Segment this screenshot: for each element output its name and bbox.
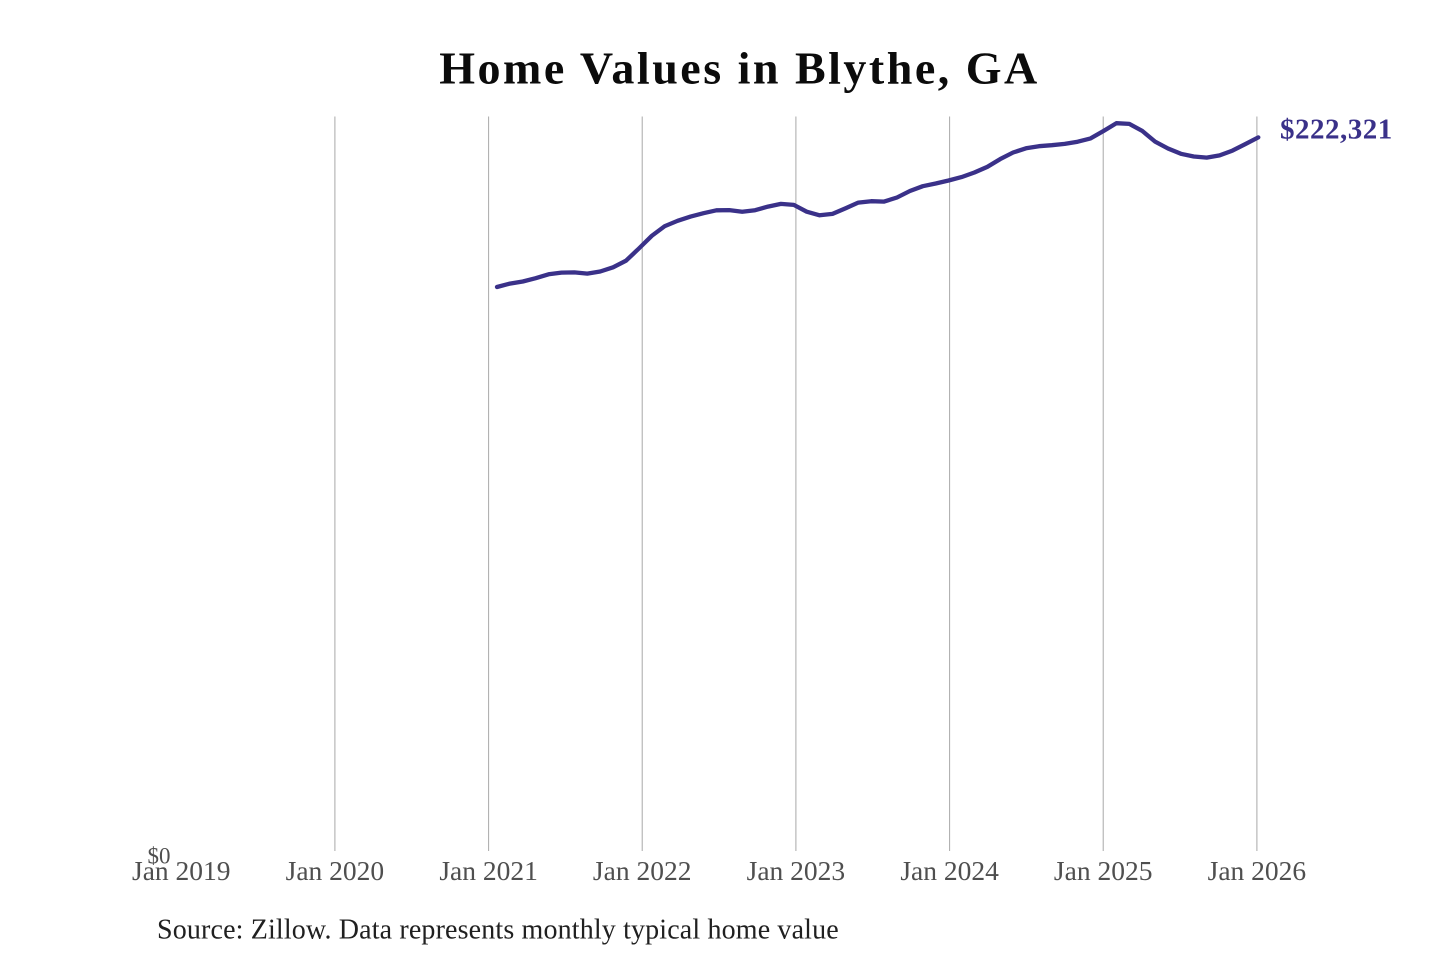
svg-text:$0: $0 (148, 844, 171, 869)
svg-text:Jan 2023: Jan 2023 (747, 855, 846, 886)
svg-text:Jan 2020: Jan 2020 (286, 855, 385, 886)
svg-text:Jan 2024: Jan 2024 (900, 855, 999, 886)
svg-text:Jan 2025: Jan 2025 (1054, 855, 1153, 886)
svg-text:$222,321: $222,321 (1280, 113, 1393, 145)
svg-text:Jan 2026: Jan 2026 (1208, 855, 1307, 886)
svg-text:Source: Zillow. Data represent: Source: Zillow. Data represents monthly … (157, 915, 839, 946)
svg-text:Jan 2021: Jan 2021 (439, 855, 538, 886)
svg-text:Jan 2019: Jan 2019 (132, 855, 231, 886)
svg-text:Home Values in Blythe, GA: Home Values in Blythe, GA (439, 43, 1040, 94)
svg-text:Jan 2022: Jan 2022 (593, 855, 692, 886)
